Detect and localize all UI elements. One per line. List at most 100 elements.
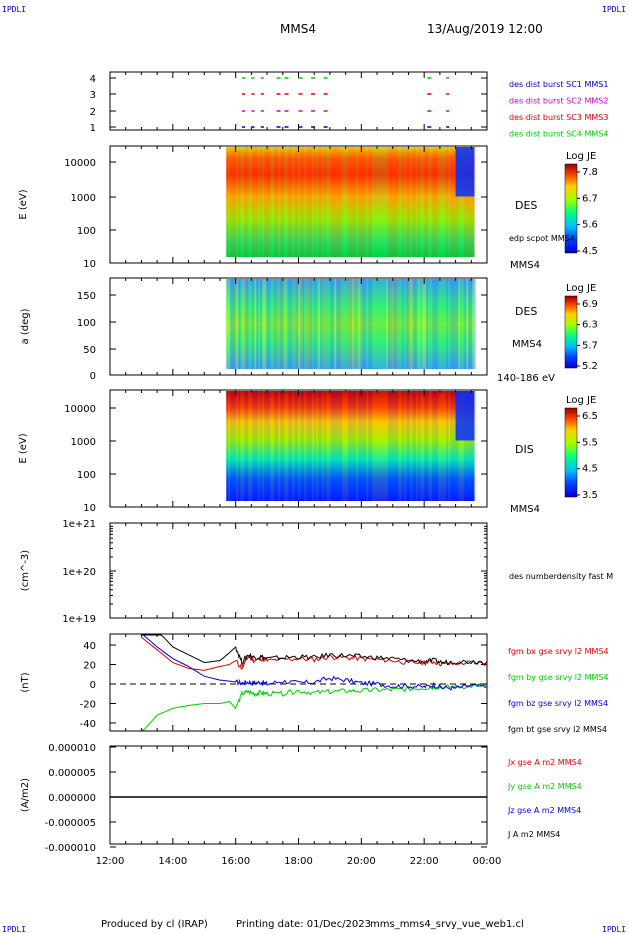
dis-energy-panel-ylabel: E (eV): [18, 433, 29, 463]
des-pitch-spectrogram-stripe: [390, 279, 393, 369]
des-pitch-spectrogram-stripe: [372, 279, 375, 369]
dis-energy-spectrogram-stripe: [342, 391, 345, 501]
dis-energy-spectrogram-stripe: [370, 391, 373, 501]
des-energy-spectrogram-stripe: [442, 147, 445, 257]
dis-energy-spectrogram-stripe: [392, 391, 395, 501]
bfield-panel-series-1: [141, 683, 488, 731]
des-pitch-spectrogram-stripe: [284, 279, 287, 369]
des-pitch-spectrogram-stripe: [252, 279, 255, 369]
dis-energy-spectrogram-stripe: [244, 391, 247, 501]
des-pitch-spectrogram-stripe: [436, 279, 439, 369]
dis-energy-spectrogram-stripe: [454, 391, 457, 501]
des-energy-panel-ytick-label: 100: [77, 226, 96, 237]
des-energy-spectrogram-stripe: [474, 147, 477, 257]
des-energy-spectrogram-stripe: [434, 147, 437, 257]
des-energy-spectrogram-stripe: [300, 147, 303, 257]
des-energy-panel-ytick-label: 1000: [71, 193, 96, 204]
density-panel-ytick-label: 1e+19: [62, 614, 96, 625]
dis-energy-spectrogram-stripe: [308, 391, 311, 501]
des-pitch-panel-ytick-label: 100: [77, 318, 96, 329]
des-pitch-spectrogram-stripe: [288, 279, 291, 369]
des-energy-spectrogram-stripe: [334, 147, 337, 257]
des-energy-spectrogram-stripe: [436, 147, 439, 257]
des-energy-spectrogram-stripe: [254, 147, 257, 257]
des-energy-spectrogram-stripe: [238, 147, 241, 257]
des-pitch-spectrogram-stripe: [236, 279, 239, 369]
des-pitch-spectrogram-stripe: [366, 279, 369, 369]
des-pitch-spectrogram-stripe: [374, 279, 377, 369]
dis-energy-spectrogram-stripe: [352, 391, 355, 501]
des-energy-spectrogram-stripe: [242, 147, 245, 257]
bfield-panel-legend-3: fgm bt gse srvy l2 MMS4: [508, 725, 607, 734]
des-pitch-spectrogram-stripe: [384, 279, 387, 369]
dis-energy-spectrogram-stripe: [262, 391, 265, 501]
des-pitch-panel-ytick-label: 150: [77, 291, 96, 302]
des-energy-spectrogram-stripe: [340, 147, 343, 257]
des-energy-spectrogram-stripe: [412, 147, 415, 257]
dis-energy-spectrogram-stripe: [446, 391, 449, 501]
des-energy-spectrogram-stripe: [250, 147, 253, 257]
des-pitch-spectrogram-stripe: [442, 279, 445, 369]
des-energy-spectrogram-stripe: [356, 147, 359, 257]
dis-energy-spectrogram-stripe: [306, 391, 309, 501]
des-energy-spectrogram-stripe: [380, 147, 383, 257]
dis-energy-spectrogram-stripe: [340, 391, 343, 501]
des-pitch-spectrogram-stripe: [272, 279, 275, 369]
des-energy-spectrogram-stripe: [470, 147, 473, 257]
corner-logo-bl: IPDLI: [2, 925, 27, 934]
des-pitch-spectrogram-stripe: [396, 279, 399, 369]
dis-energy-spectrogram-stripe: [374, 391, 377, 501]
des-energy-spectrogram-stripe: [390, 147, 393, 257]
current-panel-legend-3: J A m2 MMS4: [507, 830, 560, 839]
des-pitch-spectrogram-stripe: [398, 279, 401, 369]
dis-energy-colorbar-label: 5.5: [582, 437, 598, 448]
des-pitch-spectrogram-stripe: [336, 279, 339, 369]
des-pitch-spectrogram-stripe: [338, 279, 341, 369]
des-pitch-spectrogram-stripe: [424, 279, 427, 369]
dis-energy-spectrogram-stripe: [240, 391, 243, 501]
des-pitch-spectrogram-stripe: [240, 279, 243, 369]
des-pitch-spectrogram-stripe: [344, 279, 347, 369]
des-pitch-spectrogram-stripe: [266, 279, 269, 369]
dis-energy-spectrogram-stripe: [242, 391, 245, 501]
des-pitch-spectrogram-stripe: [458, 279, 461, 369]
dis-energy-spectrogram-stripe: [274, 391, 277, 501]
des-pitch-spectrogram-stripe: [350, 279, 353, 369]
dis-energy-spectrogram-stripe: [270, 391, 273, 501]
des-energy-spectrogram-stripe: [252, 147, 255, 257]
des-pitch-spectrogram-stripe: [292, 279, 295, 369]
dis-energy-spectrogram-stripe: [422, 391, 425, 501]
spacecraft-title: MMS4: [280, 22, 316, 36]
des-pitch-spectrogram-stripe: [456, 279, 459, 369]
des-energy-panel-bottom-label: MMS4: [510, 260, 540, 271]
dis-energy-spectrogram-stripe: [348, 391, 351, 501]
dis-energy-spectrogram-stripe: [432, 391, 435, 501]
time-label: 14:00: [158, 856, 187, 867]
des-energy-spectrogram-stripe: [306, 147, 309, 257]
dis-energy-spectrogram-stripe: [344, 391, 347, 501]
dis-energy-spectrogram-stripe: [464, 391, 467, 501]
des-energy-spectrogram-stripe: [234, 147, 237, 257]
des-pitch-spectrogram-stripe: [342, 279, 345, 369]
dis-energy-spectrogram-stripe: [430, 391, 433, 501]
des-energy-spectrogram-stripe: [288, 147, 291, 257]
des-pitch-spectrogram-stripe: [400, 279, 403, 369]
dis-energy-spectrogram-stripe: [360, 391, 363, 501]
current-panel-ytick-label: 0.000000: [48, 793, 96, 804]
des-pitch-spectrogram-stripe: [430, 279, 433, 369]
des-pitch-spectrogram: [226, 279, 477, 369]
time-label: 00:00: [473, 856, 502, 867]
des-pitch-spectrogram-stripe: [402, 279, 405, 369]
des-pitch-spectrogram-stripe: [274, 279, 277, 369]
des-energy-spectrogram-stripe: [386, 147, 389, 257]
dis-energy-spectrogram-stripe: [410, 391, 413, 501]
des-energy-spectrogram-stripe: [240, 147, 243, 257]
des-pitch-spectrogram-stripe: [432, 279, 435, 369]
des-pitch-angle-colorbar: [564, 295, 578, 369]
des-pitch-spectrogram-stripe: [320, 279, 323, 369]
dis-energy-spectrogram-stripe: [402, 391, 405, 501]
dis-energy-spectrogram-stripe: [408, 391, 411, 501]
des-pitch-spectrogram-stripe: [268, 279, 271, 369]
des-pitch-panel-ylabel: a (deg): [20, 308, 31, 344]
dis-energy-spectrogram-stripe: [400, 391, 403, 501]
